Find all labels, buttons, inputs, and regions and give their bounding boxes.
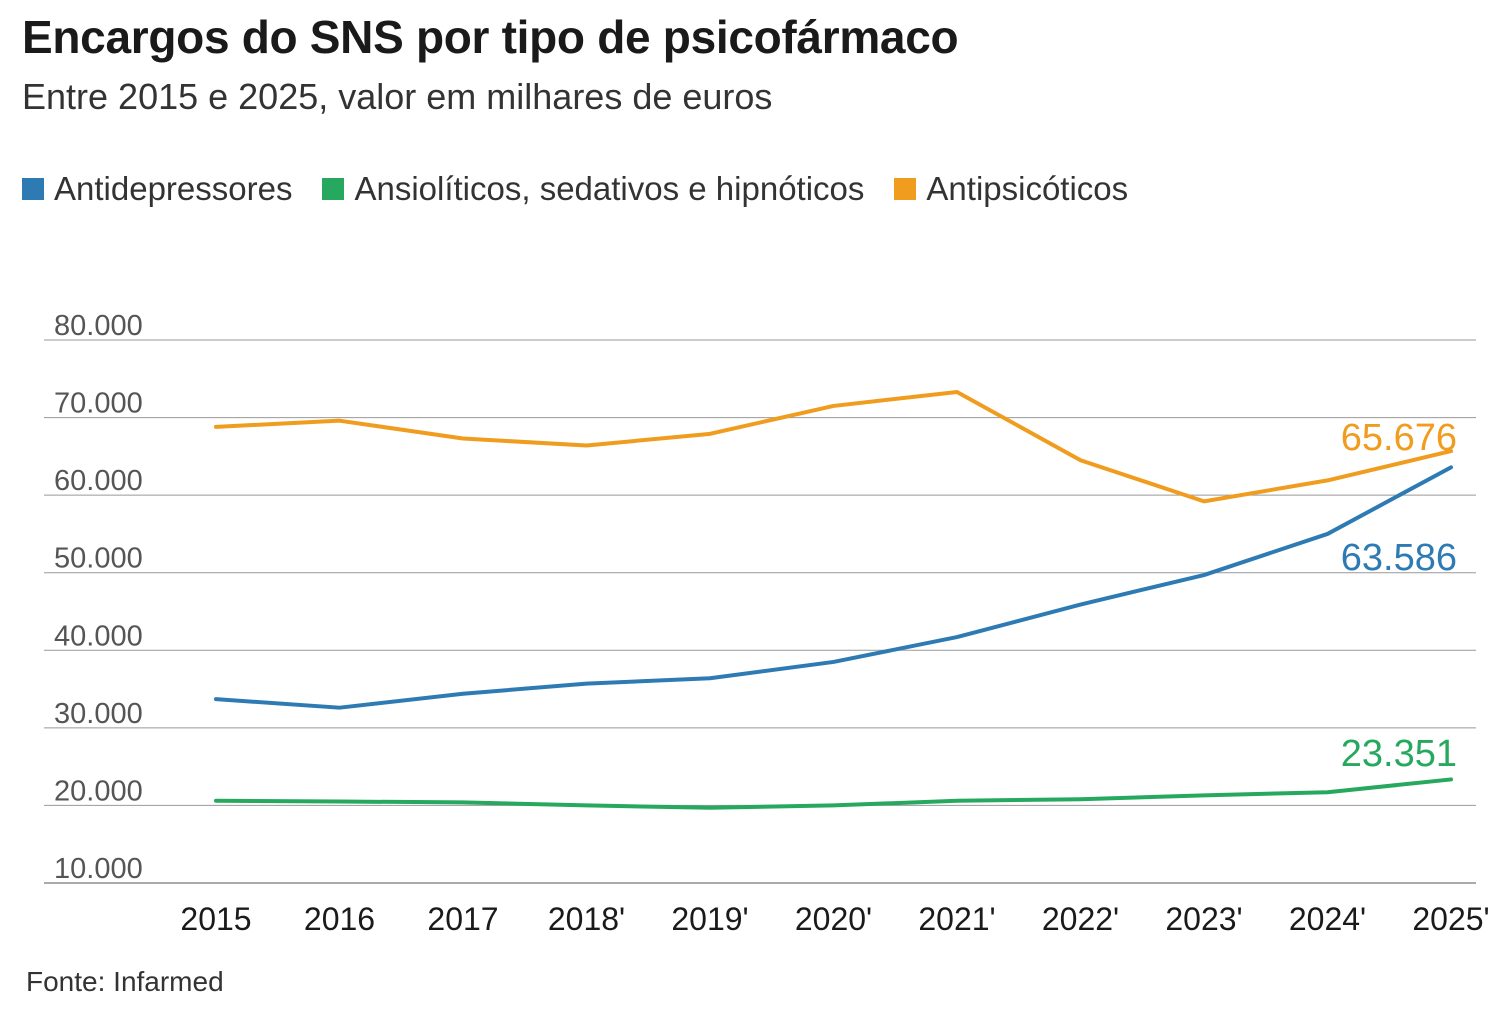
y-tick-label: 10.000 <box>54 853 143 885</box>
x-tick-label: 2016 <box>304 901 375 937</box>
x-tick-label: 2021' <box>918 901 995 937</box>
legend: Antidepressores Ansiolíticos, sedativos … <box>22 170 1128 208</box>
y-tick-label: 20.000 <box>54 775 143 807</box>
x-tick-label: 2015 <box>180 901 251 937</box>
x-tick-label: 2017 <box>427 901 498 937</box>
x-tick-label: 2023' <box>1165 901 1242 937</box>
legend-swatch <box>322 178 345 200</box>
legend-swatch <box>22 178 44 200</box>
series-line-0 <box>214 465 1453 710</box>
y-tick-label: 70.000 <box>54 388 143 420</box>
legend-item-antipsicoticos: Antipsicóticos <box>894 170 1128 208</box>
series-line-1 <box>214 777 1453 810</box>
legend-label: Antidepressores <box>54 170 293 207</box>
x-tick-label: 2022' <box>1042 901 1119 937</box>
y-tick-label: 50.000 <box>54 543 143 575</box>
legend-label: Antipsicóticos <box>926 170 1129 207</box>
y-tick-label: 60.000 <box>54 465 143 497</box>
y-tick-label: 30.000 <box>54 698 143 730</box>
end-value-label: 23.351 <box>1341 733 1457 775</box>
legend-label: Ansiolíticos, sedativos e hipnóticos <box>354 170 865 207</box>
x-tick-label: 2025' <box>1412 901 1489 937</box>
y-tick-label: 40.000 <box>54 620 143 652</box>
source-note: Fonte: Infarmed <box>26 966 224 997</box>
legend-swatch <box>894 178 917 200</box>
x-tick-label: 2024' <box>1289 901 1366 937</box>
x-tick-label: 2018' <box>548 901 625 937</box>
chart-subtitle: Entre 2015 e 2025, valor em milhares de … <box>22 76 773 117</box>
x-tick-label: 2020' <box>795 901 872 937</box>
legend-item-ansioliticos: Ansiolíticos, sedativos e hipnóticos <box>322 170 864 208</box>
end-value-label: 63.586 <box>1341 537 1457 579</box>
series-line-2 <box>214 389 1453 504</box>
x-tick-label: 2019' <box>671 901 748 937</box>
end-value-label: 65.676 <box>1341 417 1457 459</box>
chart-title: Encargos do SNS por tipo de psicofármaco <box>22 11 959 63</box>
y-tick-label: 80.000 <box>54 310 143 342</box>
legend-item-antidepressores: Antidepressores <box>22 170 292 208</box>
